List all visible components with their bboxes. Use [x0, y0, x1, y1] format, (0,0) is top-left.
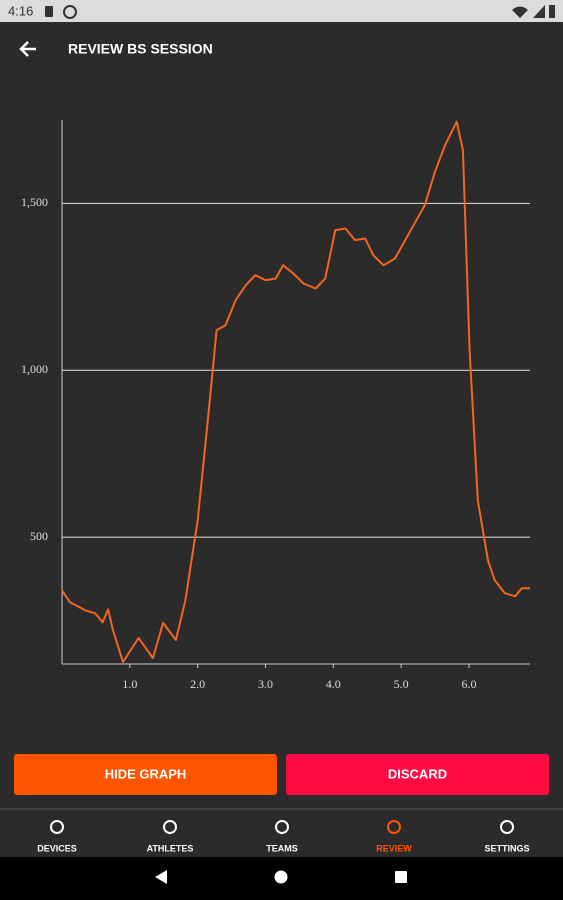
nav-icon: [275, 820, 289, 834]
battery-icon: [549, 5, 555, 18]
app-title: REVIEW BS SESSION: [68, 41, 213, 57]
system-recents[interactable]: [395, 871, 407, 883]
nav-icon: [387, 820, 401, 834]
system-back[interactable]: [155, 870, 167, 884]
y-tick-label: 1,500: [21, 195, 48, 209]
nav-label: REVIEW: [376, 843, 412, 853]
x-tick-label: 3.0: [258, 677, 273, 691]
nav-label: DEVICES: [37, 843, 77, 853]
status-icon: [45, 6, 53, 17]
nav-icon: [50, 820, 64, 834]
button-label: DISCARD: [388, 766, 447, 781]
status-bar: [0, 0, 563, 22]
hide-graph-button[interactable]: [14, 754, 277, 795]
y-tick-label: 500: [30, 529, 48, 543]
status-time: 4:16: [8, 3, 33, 18]
x-tick-label: 2.0: [190, 677, 205, 691]
y-tick-label: 1,000: [21, 362, 48, 376]
nav-label: ATHLETES: [147, 843, 194, 853]
x-tick-label: 1.0: [122, 677, 137, 691]
nav-label: SETTINGS: [484, 843, 529, 853]
status-icon: [63, 5, 77, 19]
x-tick-label: 4.0: [326, 677, 341, 691]
button-label: HIDE GRAPH: [105, 766, 187, 781]
data-line: [61, 120, 530, 663]
nav-icon: [163, 820, 177, 834]
wifi-icon: [512, 6, 528, 18]
signal-icon: [533, 5, 545, 18]
nav-label: TEAMS: [266, 843, 298, 853]
x-tick-label: 6.0: [461, 677, 476, 691]
nav-icon: [500, 820, 514, 834]
discard-button[interactable]: [286, 754, 549, 795]
system-home[interactable]: [274, 870, 288, 884]
back-button[interactable]: [19, 41, 36, 57]
x-tick-label: 5.0: [394, 677, 409, 691]
